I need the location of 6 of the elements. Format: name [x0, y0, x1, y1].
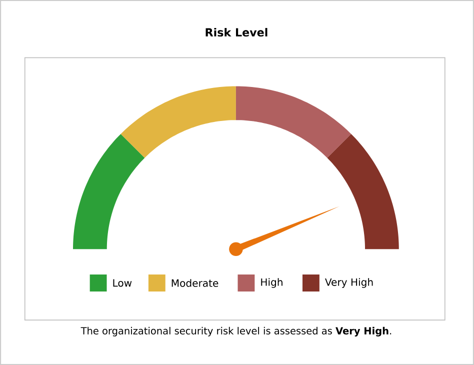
chart-title: Risk Level	[206, 28, 268, 37]
legend-label: Very High	[325, 278, 373, 288]
legend-label: Low	[113, 279, 132, 287]
text: The organizational security risk level is assessed as Very High.	[80, 326, 392, 336]
legend-label: High	[261, 278, 282, 288]
legend-label: Moderate	[172, 279, 218, 287]
